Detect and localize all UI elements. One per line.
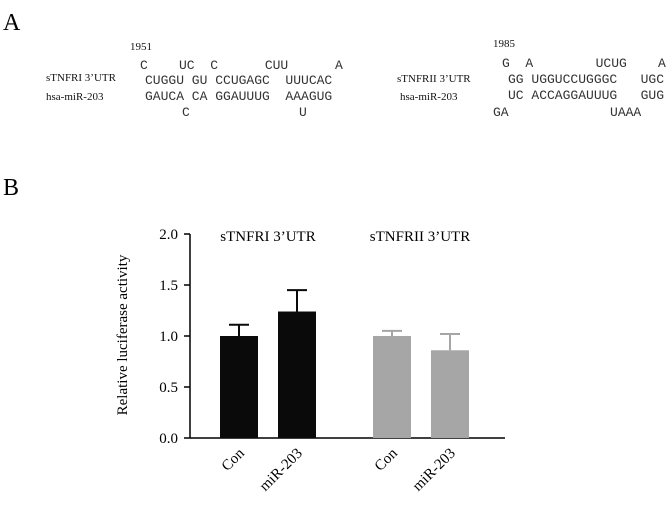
seq-label: sTNFRI 3’UTR xyxy=(46,72,117,84)
sequence-row: CUGGU GU CCUGAGC UUUCAC xyxy=(145,73,332,88)
bar xyxy=(220,336,258,438)
x-tick-label: miR-203 xyxy=(257,446,306,495)
x-tick-label: miR-203 xyxy=(410,446,459,495)
seq-label: hsa-miR-203 xyxy=(400,91,458,103)
bar xyxy=(278,311,316,438)
y-tick-label: 1.5 xyxy=(159,278,178,294)
bar xyxy=(373,336,411,438)
y-tick-label: 0.5 xyxy=(159,380,178,396)
sequence-row: C UC C CUU A xyxy=(140,58,343,73)
sequence-row: GA UAAA xyxy=(493,105,641,120)
sequence-row: GAUCA CA GGAUUUG AAAGUG xyxy=(145,89,332,104)
position: 1951 xyxy=(130,41,152,53)
group-label: sTNFRI 3’UTR xyxy=(220,229,315,245)
y-tick-label: 0.0 xyxy=(159,431,178,447)
seq-label: hsa-miR-203 xyxy=(46,91,104,103)
x-tick-label: Con xyxy=(219,445,248,474)
bar xyxy=(431,350,469,438)
group-label: sTNFRII 3’UTR xyxy=(370,229,470,245)
sequence-row: G A UCUG A xyxy=(502,56,666,71)
y-axis-label: Relative luciferase activity xyxy=(115,254,131,415)
sequence-row: GG UGGUCCUGGGC UGC xyxy=(508,72,664,87)
sequence-row: UC ACCAGGAUUUG GUG xyxy=(508,88,664,103)
position: 1985 xyxy=(493,38,516,50)
panel-label: A xyxy=(3,10,21,36)
y-tick-label: 1.0 xyxy=(159,329,178,345)
panel-label: B xyxy=(3,175,19,201)
y-tick-label: 2.0 xyxy=(159,227,178,243)
sequence-row: C U xyxy=(182,105,307,120)
seq-label: sTNFRII 3’UTR xyxy=(397,73,471,85)
x-tick-label: Con xyxy=(372,445,401,474)
